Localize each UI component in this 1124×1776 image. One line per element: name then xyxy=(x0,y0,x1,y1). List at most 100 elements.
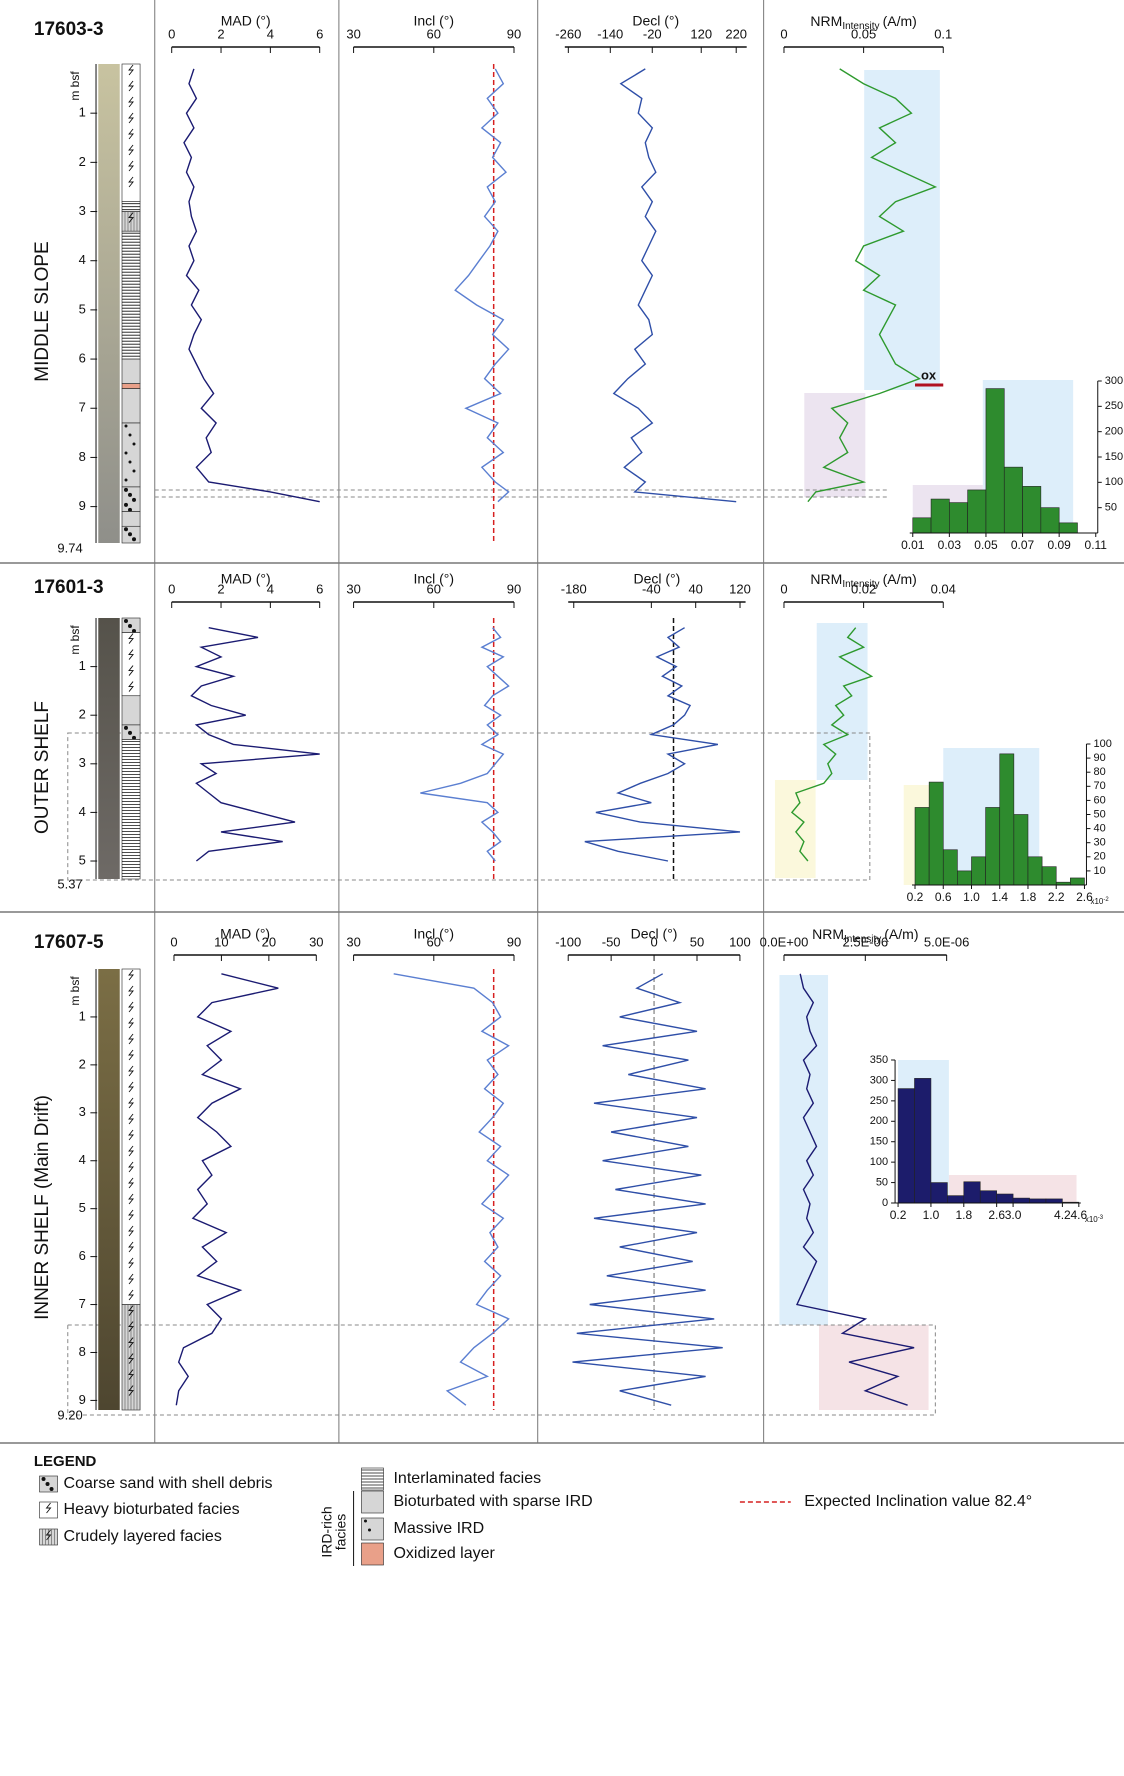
y-tick-label: 100 xyxy=(1093,738,1111,750)
histogram-bar xyxy=(971,856,986,886)
core-id: 17601-3 xyxy=(34,577,104,598)
profile-line xyxy=(612,68,737,503)
profile-line xyxy=(183,68,320,503)
legend-label: Coarse sand with shell debris xyxy=(64,1475,273,1492)
y-tick-label: 100 xyxy=(870,1156,888,1168)
histogram-bar xyxy=(1012,1197,1030,1204)
title-main: NRM xyxy=(812,926,844,942)
lithology-fill xyxy=(121,383,141,389)
depth-tick-label: 1 xyxy=(79,1008,86,1023)
x-tick-label: -260 xyxy=(555,26,581,41)
x-tick-label: 30 xyxy=(346,581,360,596)
x-tick-label: 40 xyxy=(688,581,702,596)
x-tick-label: 120 xyxy=(690,26,712,41)
depth-tick-label: 5 xyxy=(79,1200,86,1215)
x-tick-label: 3.0 xyxy=(1005,1208,1022,1222)
shade-box xyxy=(818,1325,929,1410)
bioturbation-symbol xyxy=(128,112,134,124)
depth-tick-label: 4 xyxy=(79,1152,86,1167)
y-tick-label: 50 xyxy=(1093,808,1105,820)
x-tick-label: 2.5E-06 xyxy=(843,934,889,949)
x-tick-label: 90 xyxy=(507,581,521,596)
bioturbation-symbol xyxy=(128,128,134,140)
lithology-fill xyxy=(121,422,141,488)
core-photo xyxy=(98,618,120,879)
x-tick-label: -140 xyxy=(597,26,623,41)
x-tick-label: 0.6 xyxy=(935,890,952,904)
y-tick-label: 200 xyxy=(1105,426,1123,438)
profile-line xyxy=(420,627,510,862)
lithology-fill xyxy=(121,230,141,360)
x-tick-label: 4 xyxy=(267,26,274,41)
y-tick-label: 50 xyxy=(876,1176,888,1188)
title-subscript: Intensity xyxy=(842,21,879,32)
panel-title: Incl (°) xyxy=(413,571,454,587)
lithology-unit xyxy=(121,695,141,726)
x-tick-label: 1.0 xyxy=(963,890,980,904)
y-tick-label: 40 xyxy=(1093,823,1105,835)
core-id: 17607-5 xyxy=(34,932,104,953)
title-subscript: Intensity xyxy=(842,579,879,590)
bioturbation-symbol xyxy=(128,1129,134,1141)
depth-tick-label: 2 xyxy=(79,1056,86,1071)
lithology-unit xyxy=(39,1528,58,1546)
panel-title: MAD (°) xyxy=(221,13,271,29)
ird-clast xyxy=(124,502,129,507)
panel-title: Decl (°) xyxy=(633,571,680,587)
bioturbation-symbol xyxy=(128,1257,134,1269)
panel-title: NRMIntensity (A/m) xyxy=(810,13,916,32)
ird-clast xyxy=(128,532,133,537)
x-tick-label: 0 xyxy=(780,26,787,41)
y-tick-label: 100 xyxy=(1105,476,1123,488)
ird-clast xyxy=(124,619,129,623)
x-tick-label: 6 xyxy=(316,581,323,596)
ird-clast xyxy=(128,433,132,437)
bioturbation-symbol xyxy=(128,144,134,156)
histogram-bar xyxy=(967,489,987,534)
ird-clast xyxy=(367,1528,371,1532)
x-tick-label: 0.04 xyxy=(931,581,956,596)
title-main: NRM xyxy=(810,13,842,29)
histogram-bar xyxy=(963,1181,981,1204)
x-tick-label: 6 xyxy=(316,26,323,41)
dashed-frame xyxy=(67,732,871,881)
bioturbation-symbol xyxy=(128,1209,134,1221)
histogram-bar xyxy=(930,498,950,534)
bioturbation-symbol xyxy=(128,1353,134,1364)
lithology-unit xyxy=(121,739,141,880)
y-tick-label: 60 xyxy=(1093,794,1105,806)
histogram-bar xyxy=(914,1078,932,1204)
lithology-unit xyxy=(121,1304,141,1411)
bottom-depth-label: 9.20 xyxy=(57,1407,82,1422)
bioturbation-symbol xyxy=(128,96,134,108)
shade-box xyxy=(779,975,829,1325)
ird-clast xyxy=(132,735,137,740)
shade-box xyxy=(774,780,816,878)
panel-title: Incl (°) xyxy=(413,926,454,942)
x-tick-label: 0.1 xyxy=(934,26,952,41)
depth-tick-label: 3 xyxy=(79,203,86,218)
panel-title: MAD (°) xyxy=(220,926,270,942)
bioturbation-symbol xyxy=(128,985,134,997)
dashed-frame xyxy=(67,1324,936,1416)
lithology-fill xyxy=(121,695,141,726)
bioturbation-symbol xyxy=(128,1145,134,1157)
lithology-unit xyxy=(39,1475,58,1493)
x-tick-label: 90 xyxy=(507,934,521,949)
x-tick-label: 0.02 xyxy=(851,581,876,596)
lithology-unit xyxy=(361,1542,384,1566)
ird-clast xyxy=(132,497,137,502)
bioturbation-symbol xyxy=(128,1225,134,1237)
panel-title: Incl (°) xyxy=(413,13,454,29)
annotation: ox xyxy=(921,367,937,382)
lithology-unit xyxy=(121,383,141,389)
histogram-bar xyxy=(1070,877,1085,886)
axis-multiplier: x10-2 xyxy=(1090,897,1109,907)
histogram-bar xyxy=(1022,486,1042,534)
x-tick-label: 0 xyxy=(168,26,175,41)
depth-tick-label: 4 xyxy=(79,252,86,267)
y-tick-label: 0 xyxy=(882,1197,888,1209)
legend-group-label: IRD-rich xyxy=(318,1506,334,1557)
profile-line xyxy=(807,68,938,503)
bioturbation-symbol xyxy=(128,1385,134,1396)
